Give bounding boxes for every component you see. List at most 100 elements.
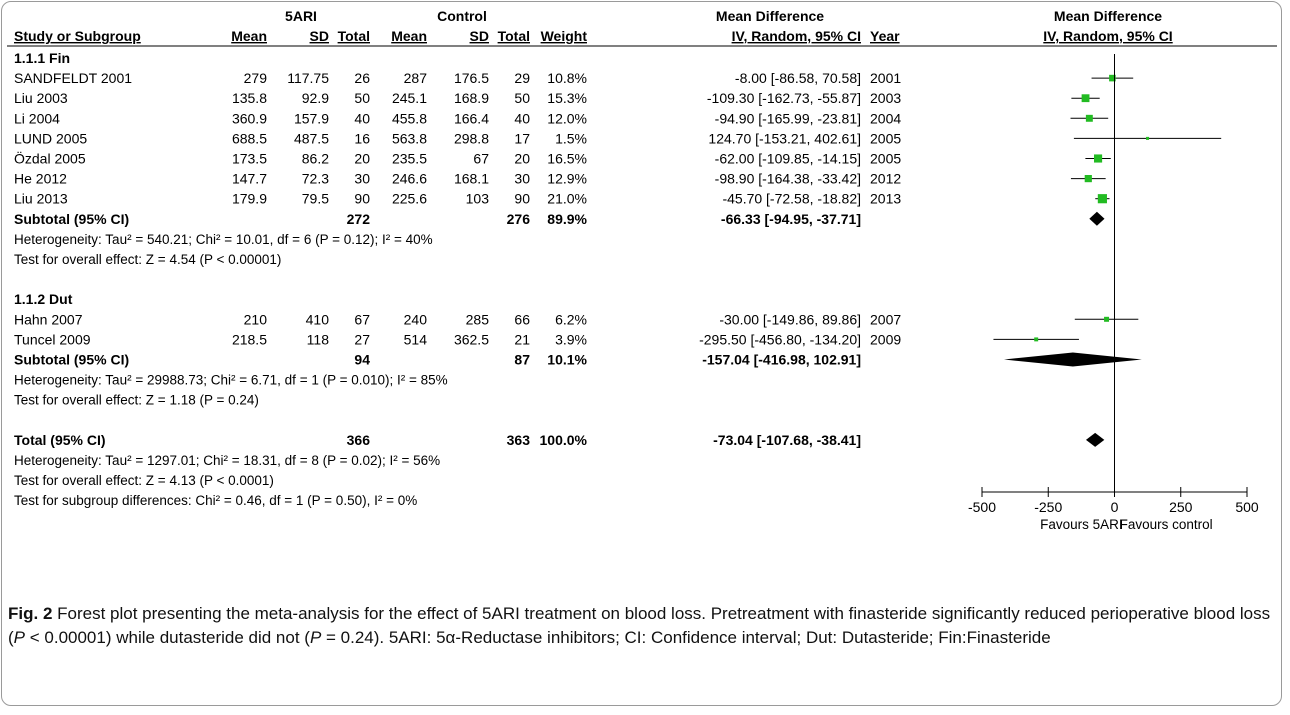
study-he-2012-weight: 12.9%	[547, 171, 587, 187]
study-he-2012-marker	[1084, 175, 1092, 183]
group2-header: Control	[437, 8, 487, 24]
subtotal-row-ci: -157.04 [-416.98, 102.91]	[702, 352, 861, 368]
study-sandfeldt-2001-sd2: 176.5	[454, 70, 489, 86]
study-liu-2003-ci: -109.30 [-162.73, -55.87]	[707, 90, 861, 106]
study-li-2004-year: 2004	[870, 110, 901, 126]
study-sandfeldt-2001-marker	[1109, 74, 1116, 82]
study-liu-2013-total2: 90	[514, 191, 530, 207]
figure-caption: Fig. 2 Forest plot presenting the meta-a…	[8, 602, 1273, 650]
study-liu-2003-total2: 50	[514, 90, 530, 106]
md-header: Mean Difference	[716, 8, 824, 24]
group1-header: 5ARI	[285, 8, 317, 24]
study-liu-2013-mean1: 179.9	[232, 191, 267, 207]
study-sandfeldt-2001-label: SANDFELDT 2001	[14, 70, 132, 86]
subtotal-row-total2: 87	[514, 352, 530, 368]
heterogeneity-note: Test for overall effect: Z = 4.54 (P < 0…	[14, 252, 281, 267]
heterogeneity-note: Test for overall effect: Z = 4.13 (P < 0…	[14, 473, 274, 488]
col-mean2-header: Mean	[391, 28, 427, 44]
study-liu-2013-weight: 21.0%	[547, 191, 587, 207]
study-sandfeldt-2001-year: 2001	[870, 70, 901, 86]
col-year-header: Year	[870, 28, 900, 44]
subtotal-row-total1: 94	[354, 352, 370, 368]
col-ci-header: IV, Random, 95% CI	[732, 28, 861, 44]
study-sandfeldt-2001-ci: -8.00 [-86.58, 70.58]	[735, 70, 861, 86]
study-zdal-2005-sd2: 67	[473, 151, 489, 167]
study-hahn-2007-mean2: 240	[404, 311, 428, 327]
study-zdal-2005-mean2: 235.5	[392, 151, 427, 167]
study-zdal-2005-mean1: 173.5	[232, 151, 267, 167]
study-hahn-2007-total2: 66	[514, 311, 530, 327]
total-row-ci: -73.04 [-107.68, -38.41]	[713, 432, 861, 448]
caption-p-symbol-1: P	[13, 628, 26, 647]
subtotal-row-ci: -66.33 [-94.95, -37.71]	[721, 211, 861, 227]
study-liu-2003-mean2: 245.1	[392, 90, 427, 106]
study-liu-2013-year: 2013	[870, 191, 901, 207]
study-hahn-2007-year: 2007	[870, 311, 901, 327]
study-tuncel-2009-year: 2009	[870, 331, 901, 347]
study-sandfeldt-2001-total2: 29	[514, 70, 530, 86]
subgroup-heading-1-1-2-dut: 1.1.2 Dut	[14, 291, 73, 307]
x-tick-label--250: -250	[1034, 499, 1062, 515]
plot-sub-header: IV, Random, 95% CI	[1043, 28, 1172, 44]
study-li-2004-label: Li 2004	[14, 110, 60, 126]
study-lund-2005-marker	[1146, 136, 1150, 140]
subtotal-row-total2: 276	[507, 211, 531, 227]
study-liu-2013-mean2: 225.6	[392, 191, 427, 207]
subtotal-row-total1: 272	[347, 211, 371, 227]
study-liu-2003-weight: 15.3%	[547, 90, 587, 106]
study-he-2012-sd2: 168.1	[454, 171, 489, 187]
subtotal-row-weight: 89.9%	[547, 211, 587, 227]
study-liu-2003-year: 2003	[870, 90, 901, 106]
heterogeneity-note: Heterogeneity: Tau² = 540.21; Chi² = 10.…	[14, 232, 433, 247]
study-lund-2005-sd1: 487.5	[294, 130, 329, 146]
study-liu-2003-mean1: 135.8	[232, 90, 267, 106]
plot-header: Mean Difference	[1054, 8, 1162, 24]
study-lund-2005-total1: 16	[354, 130, 370, 146]
study-zdal-2005-total1: 20	[354, 151, 370, 167]
x-tick-label--500: -500	[968, 499, 996, 515]
study-zdal-2005-sd1: 86.2	[302, 151, 329, 167]
subtotal-row-label: Subtotal (95% CI)	[14, 352, 129, 368]
study-liu-2003-sd2: 168.9	[454, 90, 489, 106]
study-tuncel-2009-label: Tuncel 2009	[14, 331, 91, 347]
caption-text-3: = 0.24). 5ARI: 5α-Reductase inhibitors; …	[321, 628, 1051, 647]
total-row-total2: 363	[507, 432, 531, 448]
col-total1-header: Total	[338, 28, 370, 44]
study-hahn-2007-mean1: 210	[244, 311, 268, 327]
forest-plot: 5ARI Control Mean Difference Mean Differenc…	[7, 8, 1277, 532]
col-mean1-header: Mean	[231, 28, 267, 44]
col-sd2-header: SD	[470, 28, 489, 44]
x-tick-label-250: 250	[1169, 499, 1193, 515]
total-row-label: Total (95% CI)	[14, 432, 106, 448]
study-zdal-2005-ci: -62.00 [-109.85, -14.15]	[715, 151, 861, 167]
caption-text-1: Forest plot presenting the meta-analysis…	[8, 604, 1271, 647]
study-zdal-2005-year: 2005	[870, 151, 901, 167]
col-weight-header: Weight	[541, 28, 588, 44]
study-liu-2003-total1: 50	[354, 90, 370, 106]
study-li-2004-sd1: 157.9	[294, 110, 329, 126]
study-liu-2013-total1: 90	[354, 191, 370, 207]
study-zdal-2005-total2: 20	[514, 151, 530, 167]
figure-frame: 5ARI Control Mean Difference Mean Differenc…	[1, 1, 1282, 706]
study-hahn-2007-sd1: 410	[306, 311, 330, 327]
study-li-2004-weight: 12.0%	[547, 110, 587, 126]
study-sandfeldt-2001-sd1: 117.75	[287, 70, 329, 86]
caption-label: Fig. 2	[8, 604, 53, 623]
study-liu-2003-marker	[1081, 94, 1090, 103]
study-liu-2013-ci: -45.70 [-72.58, -18.82]	[722, 191, 861, 207]
study-tuncel-2009-sd1: 118	[307, 331, 330, 347]
study-liu-2013-sd2: 103	[466, 191, 490, 207]
heterogeneity-note: Test for overall effect: Z = 1.18 (P = 0…	[14, 393, 259, 408]
study-he-2012-mean2: 246.6	[392, 171, 427, 187]
study-tuncel-2009-mean2: 514	[404, 331, 428, 347]
study-lund-2005-mean1: 688.5	[232, 130, 267, 146]
study-lund-2005-ci: 124.70 [-153.21, 402.61]	[708, 130, 861, 146]
subtotal-row-diamond	[1004, 352, 1142, 367]
x-tick-label-500: 500	[1235, 499, 1259, 515]
study-he-2012-year: 2012	[870, 171, 901, 187]
study-lund-2005-label: LUND 2005	[14, 130, 87, 146]
favours-left-label: Favours 5ARI	[1040, 517, 1123, 532]
study-tuncel-2009-total1: 27	[354, 331, 370, 347]
study-li-2004-total1: 40	[354, 110, 370, 126]
study-he-2012-ci: -98.90 [-164.38, -33.42]	[715, 171, 861, 187]
